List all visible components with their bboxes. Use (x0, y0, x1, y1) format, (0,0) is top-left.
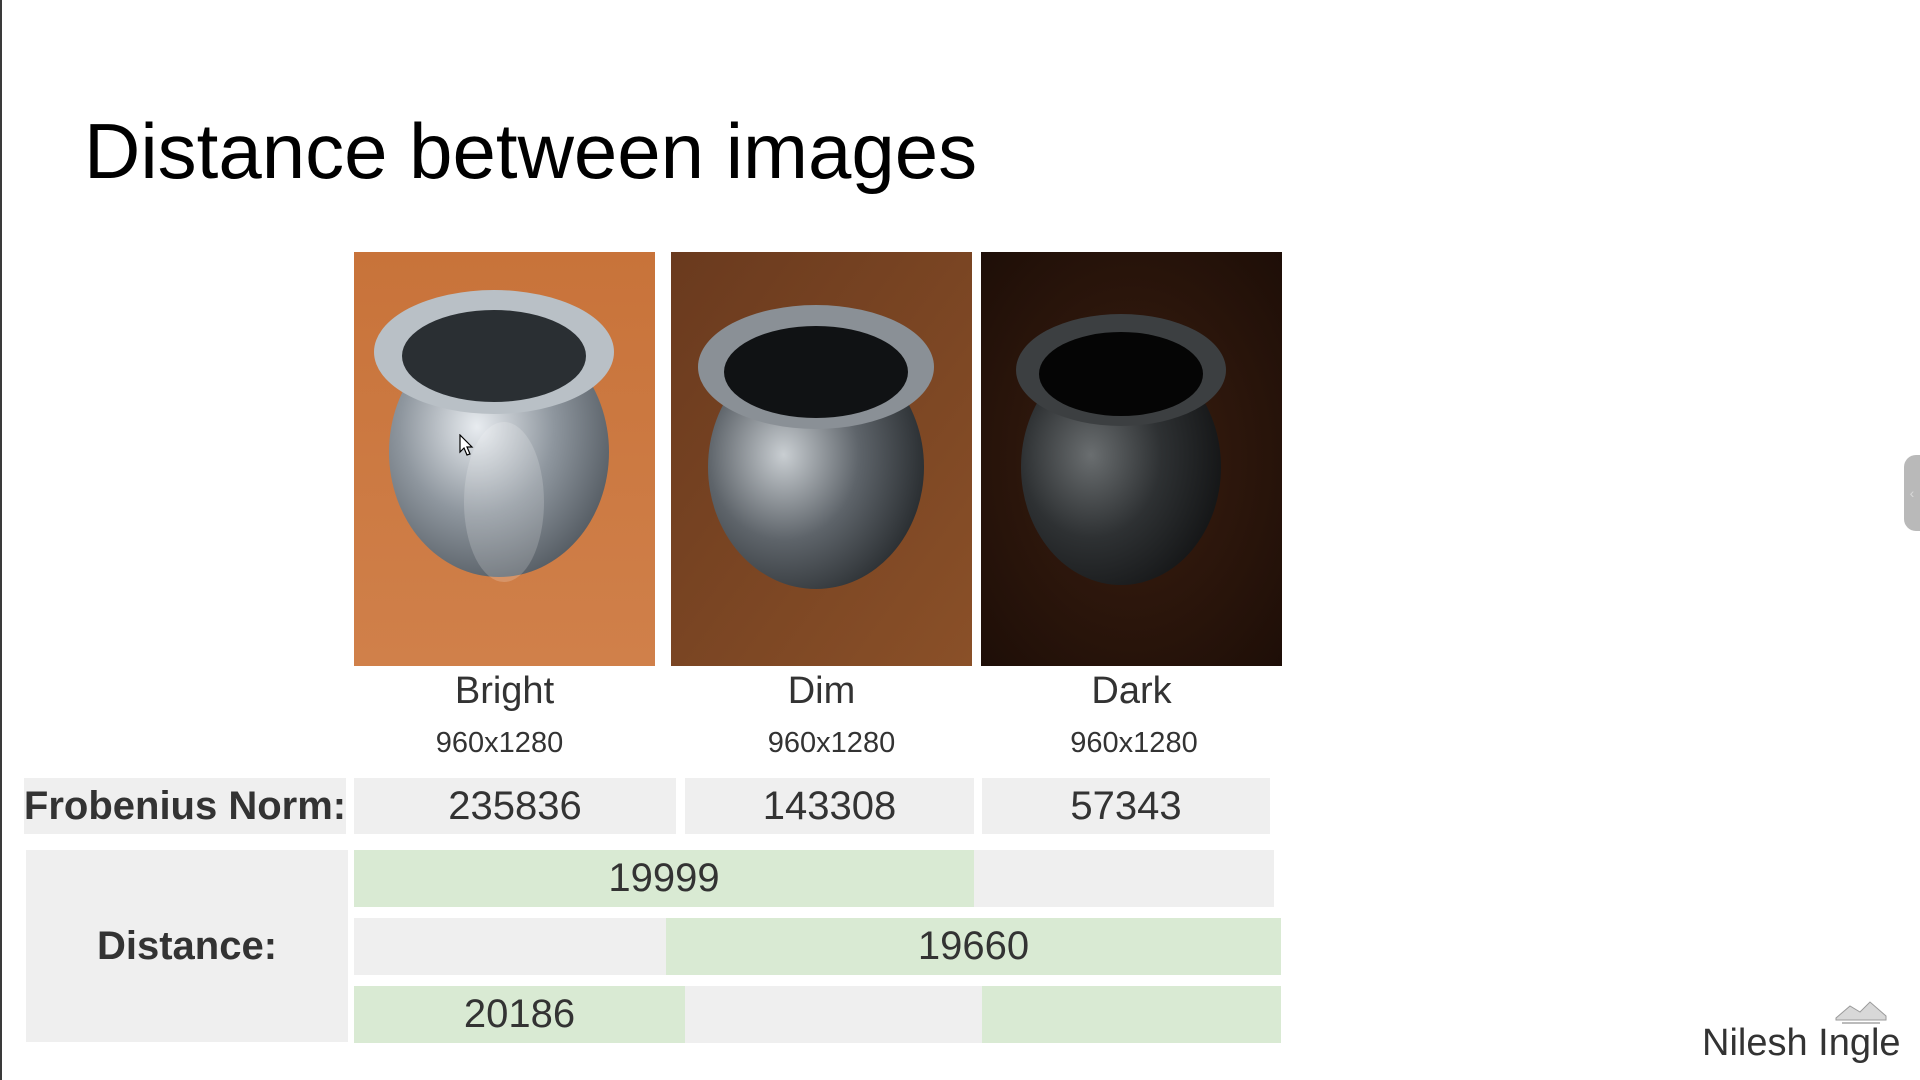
dark-pot-image (981, 252, 1282, 666)
dim-label: Dim (787, 670, 856, 712)
window-edge (0, 0, 2, 1080)
distance-bright-dark: 20186 (354, 986, 685, 1043)
chevron-left-icon: ‹ (1909, 485, 1915, 501)
dark-norm-cell: 57343 (982, 778, 1270, 834)
mouse-pointer-icon (459, 434, 474, 456)
distance-empty-cell (974, 850, 1274, 907)
bright-norm-cell: 235836 (354, 778, 676, 834)
author-name: Nilesh Ingle (1702, 1022, 1901, 1064)
dim-pot-image (671, 252, 972, 666)
frobenius-norm-label: Frobenius Norm: (24, 778, 346, 834)
side-panel-handle[interactable]: ‹ (1904, 455, 1920, 531)
distance-label: Distance: (26, 850, 348, 1042)
bright-size: 960x1280 (435, 727, 564, 759)
dim-norm-cell: 143308 (685, 778, 974, 834)
bright-label: Bright (454, 670, 555, 712)
distance-empty-cell (685, 986, 982, 1043)
dim-size: 960x1280 (767, 727, 896, 759)
distance-bright-dark-span (982, 986, 1281, 1043)
slide-title: Distance between images (84, 107, 978, 195)
dark-label: Dark (1091, 670, 1172, 712)
bright-pot-image (354, 252, 655, 666)
distance-bright-dim: 19999 (354, 850, 974, 907)
distance-dim-dark: 19660 (666, 918, 1281, 975)
logo-icon (1835, 1001, 1887, 1024)
distance-empty-cell (354, 918, 666, 975)
dark-size: 960x1280 (1070, 727, 1198, 759)
